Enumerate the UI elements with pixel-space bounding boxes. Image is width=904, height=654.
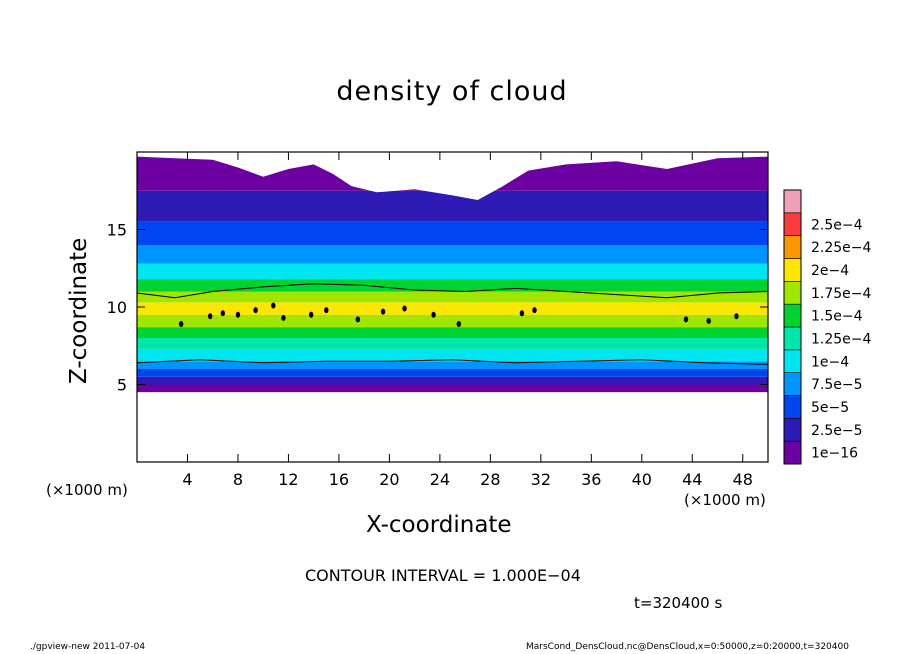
peak-cell	[519, 310, 525, 317]
peak-cell	[402, 305, 407, 312]
peak-cell	[235, 311, 241, 318]
density-band	[137, 245, 768, 264]
time-label: t=320400 s	[634, 594, 723, 612]
peak-cell	[281, 314, 286, 321]
peak-cell	[456, 321, 462, 328]
peak-cell	[308, 311, 314, 318]
peak-cell	[380, 308, 386, 315]
x-axis-ticks: 4 8 12 16 20 24 28 32 36 40 44 48	[182, 152, 753, 489]
density-band	[137, 190, 768, 222]
density-band	[137, 338, 768, 349]
peak-cell	[207, 313, 213, 320]
colorbar-label: 7.5e−5	[811, 377, 863, 393]
peak-cell	[253, 307, 258, 314]
colorbar-label: 2.25e−4	[811, 240, 872, 256]
peak-cell	[431, 311, 436, 318]
footer-program: ./gpview-new 2011-07-04	[30, 642, 146, 652]
x-tick-label: 44	[682, 470, 702, 489]
colorbar-label: 2e−4	[811, 263, 849, 279]
colorbar-label: 1.25e−4	[811, 331, 872, 347]
colorbar-label: 5e−5	[811, 400, 849, 416]
density-band	[137, 384, 768, 393]
x-tick-label: 28	[480, 470, 500, 489]
colorbar-frame	[783, 189, 802, 465]
colorbar-swatch	[783, 418, 802, 442]
colorbar-swatch	[783, 440, 802, 465]
colorbar-swatch	[783, 372, 802, 396]
y-axis-label: Z-coordinate	[66, 237, 92, 384]
peak-cell	[324, 307, 329, 314]
colorbar-label: 1.5e−4	[811, 309, 863, 325]
peak-cell	[532, 307, 537, 314]
colorbar-swatch	[783, 303, 802, 328]
x-tick-label: 16	[329, 470, 349, 489]
x-tick-label: 24	[430, 470, 450, 489]
density-band	[137, 376, 768, 385]
x-tick-label: 40	[632, 470, 652, 489]
y-tick-label: 5	[117, 376, 127, 395]
colorbar-swatch	[783, 235, 802, 259]
x-tick-label: 48	[733, 470, 753, 489]
x-axis-unit-right: (×1000 m)	[684, 491, 766, 509]
density-band	[137, 348, 768, 362]
contour-lines	[137, 283, 768, 365]
y-axis-ticks: 5 10 15	[107, 221, 768, 395]
colorbar-label: 1e−16	[811, 446, 858, 462]
x-tick-label: 32	[531, 470, 551, 489]
colorbar-swatch	[783, 258, 802, 282]
density-band	[137, 369, 768, 377]
density-band	[137, 279, 768, 292]
contour-line	[137, 359, 768, 365]
x-axis-label: X-coordinate	[366, 512, 512, 538]
x-tick-label: 8	[233, 470, 243, 489]
density-band	[137, 263, 768, 280]
colorbar-swatch	[783, 281, 802, 305]
peak-cells	[178, 302, 739, 328]
x-tick-label: 4	[182, 470, 192, 489]
density-band	[137, 361, 768, 369]
peak-cell	[734, 313, 739, 320]
peak-cell	[706, 317, 711, 324]
x-axis-unit-left: (×1000 m)	[46, 481, 128, 499]
peak-cell	[355, 316, 361, 323]
colorbar-swatch	[783, 212, 802, 236]
density-band	[137, 291, 768, 303]
colorbar-swatch	[783, 349, 802, 373]
colorbar-swatch	[783, 326, 802, 351]
y-tick-label: 15	[107, 221, 127, 240]
colorbar-label: 1.75e−4	[811, 286, 872, 302]
density-band	[137, 327, 768, 338]
x-tick-label: 20	[379, 470, 399, 489]
peak-cell	[178, 321, 184, 328]
colorbar: 1e−16 2.5e−5 5e−5 7.5e−5 1e−4 1.25e−4 1.5e−4 1.…	[783, 189, 872, 465]
contour-line	[137, 283, 768, 299]
colorbar-swatch	[783, 395, 802, 419]
peak-cell	[271, 302, 276, 309]
colorbar-label: 1e−4	[811, 354, 849, 370]
density-band	[137, 314, 768, 328]
chart-title: density of cloud	[336, 76, 568, 107]
contour-interval-label: CONTOUR INTERVAL = 1.000E−04	[305, 566, 581, 585]
footer-source: MarsCond_DensCloud.nc@DensCloud,x=0:5000…	[526, 642, 849, 652]
x-tick-label: 36	[581, 470, 601, 489]
x-tick-label: 12	[278, 470, 298, 489]
colorbar-label: 2.5e−5	[811, 423, 863, 439]
density-band	[137, 302, 768, 315]
colorbar-label: 2.5e−4	[811, 217, 863, 233]
y-tick-label: 10	[107, 298, 127, 317]
density-band	[137, 221, 768, 245]
peak-cell	[683, 316, 689, 323]
peak-cell	[220, 310, 226, 317]
colorbar-swatch	[783, 189, 802, 214]
